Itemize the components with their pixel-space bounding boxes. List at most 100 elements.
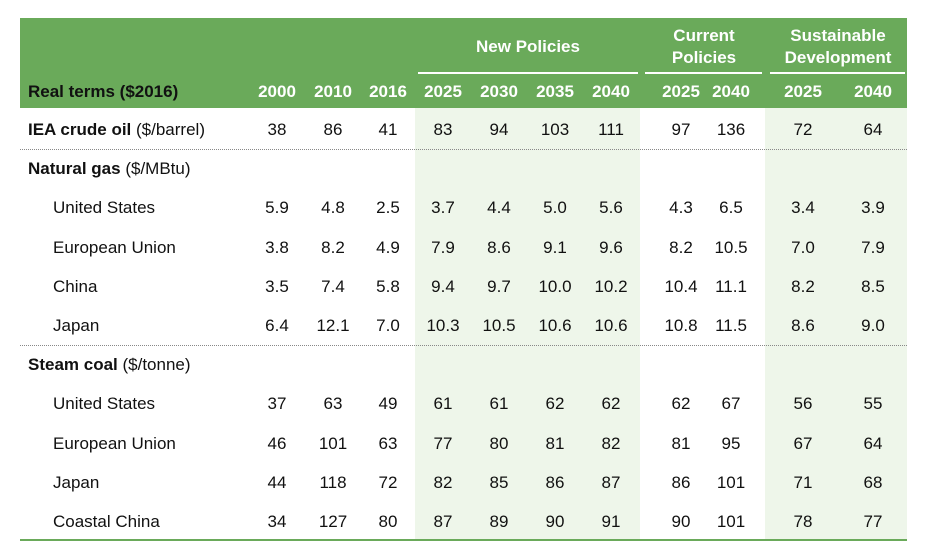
label-unit: ($/tonne) bbox=[122, 355, 191, 375]
value-cell: 4.9 bbox=[376, 237, 400, 257]
column-header: 2030 bbox=[480, 82, 518, 101]
value-cell: 37 bbox=[267, 394, 287, 414]
value-cell: 68 bbox=[863, 472, 883, 492]
value-cell: 55 bbox=[863, 394, 883, 414]
value-cell: 62 bbox=[671, 394, 691, 414]
column-header: 2040 bbox=[592, 82, 630, 101]
value-cell: 62 bbox=[601, 394, 621, 414]
label-text: European Union bbox=[53, 433, 176, 453]
row-label: China bbox=[53, 277, 97, 297]
bottom-rule bbox=[20, 539, 907, 541]
row-label: European Union bbox=[53, 238, 176, 258]
value-cell: 87 bbox=[601, 472, 621, 492]
value-cell: 10.4 bbox=[664, 276, 698, 296]
value-cell: 82 bbox=[601, 433, 621, 453]
row-label: Steam coal ($/tonne) bbox=[28, 355, 191, 375]
column-header: 2000 bbox=[258, 82, 296, 101]
value-cell: 9.7 bbox=[487, 276, 511, 296]
value-cell: 86 bbox=[323, 120, 343, 139]
value-cell: 8.6 bbox=[487, 237, 511, 257]
value-cell: 77 bbox=[863, 512, 883, 531]
value-cell: 85 bbox=[489, 472, 509, 492]
value-cell: 7.9 bbox=[431, 237, 455, 257]
row-label: Japan bbox=[53, 473, 99, 493]
value-cell: 78 bbox=[793, 512, 813, 531]
value-cell: 46 bbox=[267, 433, 287, 453]
row-label: Japan bbox=[53, 316, 99, 336]
value-cell: 3.8 bbox=[265, 237, 289, 257]
value-cell: 5.8 bbox=[376, 276, 400, 296]
value-cell: 10.2 bbox=[594, 276, 628, 296]
shade-sustainable bbox=[765, 108, 907, 540]
row-label: Natural gas ($/MBtu) bbox=[28, 159, 191, 179]
value-cell: 34 bbox=[267, 512, 287, 531]
row-label: European Union bbox=[53, 434, 176, 454]
value-cell: 83 bbox=[433, 120, 453, 139]
column-header: 2016 bbox=[369, 82, 407, 101]
label-text: United States bbox=[53, 394, 156, 414]
value-cell: 41 bbox=[378, 120, 398, 139]
value-cell: 71 bbox=[793, 472, 813, 492]
value-cell: 67 bbox=[793, 433, 813, 453]
value-cell: 10.6 bbox=[594, 316, 628, 335]
group-rule bbox=[418, 72, 638, 74]
column-header: 2010 bbox=[314, 82, 352, 101]
group-title: Sustainable Development bbox=[784, 26, 892, 67]
label-text: China bbox=[53, 276, 98, 296]
value-cell: 90 bbox=[671, 512, 691, 531]
value-cell: 6.5 bbox=[719, 198, 743, 218]
value-cell: 103 bbox=[540, 120, 570, 139]
header-band bbox=[20, 18, 907, 108]
group-rule bbox=[645, 72, 762, 74]
value-cell: 111 bbox=[598, 120, 624, 139]
value-cell: 7.4 bbox=[321, 276, 345, 296]
column-header: 2025 bbox=[662, 82, 700, 101]
value-cell: 10.5 bbox=[482, 316, 516, 335]
value-cell: 63 bbox=[378, 433, 398, 453]
column-header: 2025 bbox=[424, 82, 462, 101]
value-cell: 62 bbox=[545, 394, 565, 414]
value-cell: 127 bbox=[318, 512, 348, 531]
row-separator bbox=[20, 345, 907, 346]
group-rule bbox=[770, 72, 905, 74]
value-cell: 81 bbox=[545, 433, 565, 453]
value-cell: 86 bbox=[671, 472, 691, 492]
value-cell: 3.9 bbox=[861, 198, 885, 218]
value-cell: 136 bbox=[716, 120, 746, 139]
value-cell: 95 bbox=[721, 433, 741, 453]
row-label: United States bbox=[53, 198, 155, 218]
label-text: Natural gas bbox=[28, 159, 121, 179]
value-cell: 2.5 bbox=[376, 198, 400, 218]
label-unit: ($/barrel) bbox=[136, 120, 205, 139]
value-cell: 118 bbox=[319, 472, 347, 492]
value-cell: 67 bbox=[721, 394, 741, 414]
value-cell: 10.0 bbox=[538, 276, 572, 296]
value-cell: 101 bbox=[716, 472, 746, 492]
value-cell: 10.5 bbox=[714, 237, 748, 257]
value-cell: 64 bbox=[863, 120, 883, 139]
row-label: United States bbox=[53, 394, 155, 414]
value-cell: 11.1 bbox=[715, 276, 747, 296]
value-cell: 3.7 bbox=[431, 198, 455, 218]
group-title: Current Policies bbox=[671, 26, 737, 67]
value-cell: 4.3 bbox=[669, 198, 693, 218]
group-title: New Policies bbox=[476, 37, 580, 56]
label-unit: ($/MBtu) bbox=[125, 159, 191, 179]
value-cell: 90 bbox=[545, 512, 565, 531]
value-cell: 72 bbox=[378, 472, 398, 492]
value-cell: 10.3 bbox=[426, 316, 460, 335]
value-cell: 82 bbox=[433, 472, 453, 492]
value-cell: 89 bbox=[489, 512, 509, 531]
value-cell: 9.6 bbox=[599, 237, 623, 257]
value-cell: 97 bbox=[671, 120, 691, 139]
column-header: 2025 bbox=[784, 82, 822, 101]
value-cell: 56 bbox=[793, 394, 813, 414]
value-cell: 87 bbox=[433, 512, 453, 531]
value-cell: 5.9 bbox=[265, 198, 289, 218]
shade-new-policies bbox=[415, 108, 640, 540]
value-cell: 61 bbox=[433, 394, 453, 414]
value-cell: 81 bbox=[671, 433, 691, 453]
value-cell: 9.0 bbox=[861, 316, 885, 335]
value-cell: 7.0 bbox=[376, 316, 400, 335]
